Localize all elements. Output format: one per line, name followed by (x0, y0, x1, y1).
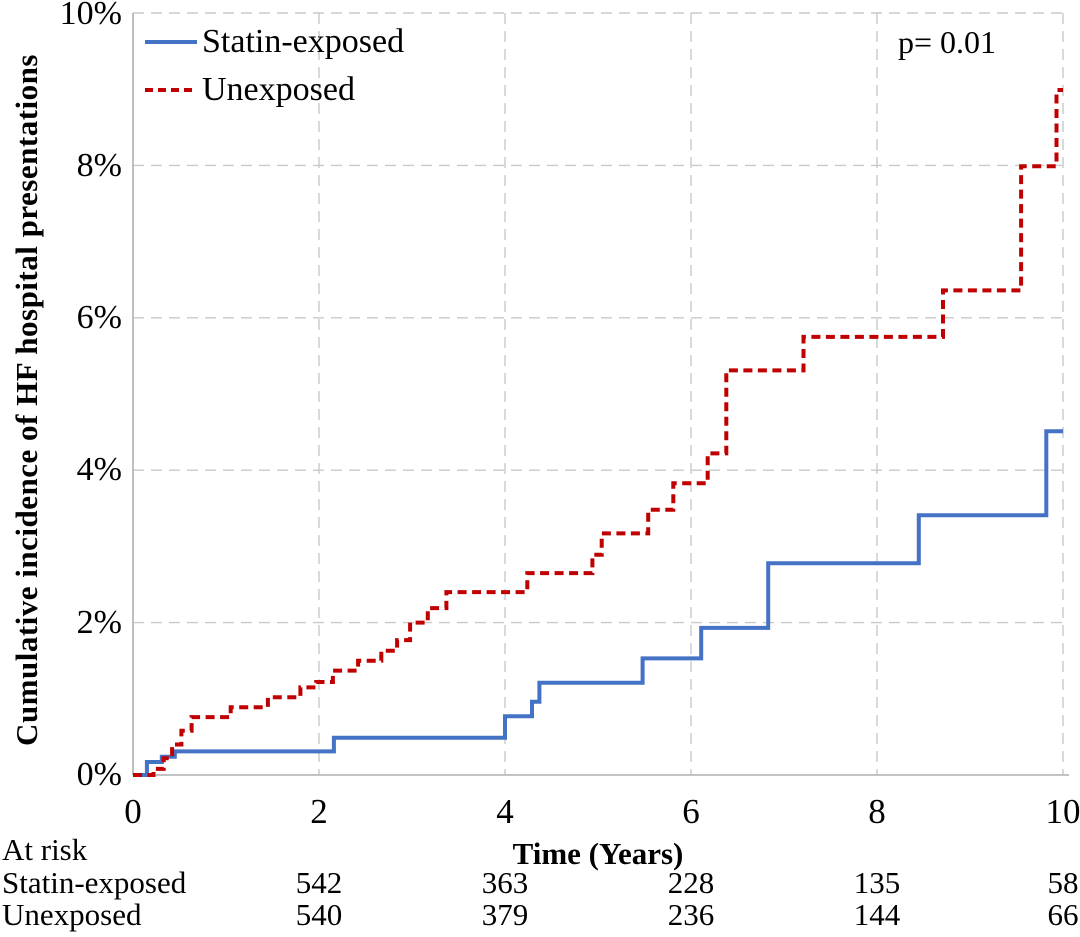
at-risk-row-label-unexposed: Unexposed (2, 897, 142, 932)
at-risk-count: 236 (667, 897, 715, 932)
series-line-unexposed (133, 88, 1063, 777)
at-risk-count: 66 (1047, 897, 1079, 932)
x-tick-10: 10 (1045, 792, 1080, 831)
y-tick-4: 4% (76, 451, 122, 488)
at-risk-header: At risk (2, 832, 88, 867)
legend-label-statin-exposed: Statin-exposed (202, 23, 405, 60)
y-tick-6: 6% (76, 299, 122, 336)
x-tick-6: 6 (682, 792, 700, 831)
at-risk-count: 540 (295, 897, 343, 932)
at-risk-count: 228 (667, 865, 715, 900)
at-risk-count: 58 (1047, 865, 1079, 900)
at-risk-count: 144 (853, 897, 901, 932)
at-risk-row-label-statin: Statin-exposed (2, 865, 187, 900)
x-tick-0: 0 (124, 792, 142, 831)
p-value-annotation: p= 0.01 (898, 24, 997, 60)
y-tick-0: 0% (76, 756, 122, 793)
at-risk-count: 379 (481, 897, 529, 932)
at-risk-count: 363 (481, 865, 529, 900)
series-line-statin-exposed (133, 429, 1063, 777)
y-tick-2: 2% (76, 604, 122, 641)
at-risk-count: 135 (853, 865, 901, 900)
y-tick-10: 10% (59, 0, 122, 32)
y-tick-8: 8% (76, 147, 122, 184)
legend-line-sample-unexposed (145, 88, 197, 92)
at-risk-count: 542 (295, 865, 343, 900)
legend-label-unexposed: Unexposed (202, 71, 355, 108)
x-tick-8: 8 (868, 792, 886, 831)
x-tick-2: 2 (310, 792, 328, 831)
x-axis-title: Time (Years) (512, 836, 684, 871)
legend-line-sample-statin (145, 40, 197, 44)
x-tick-4: 4 (496, 792, 514, 831)
